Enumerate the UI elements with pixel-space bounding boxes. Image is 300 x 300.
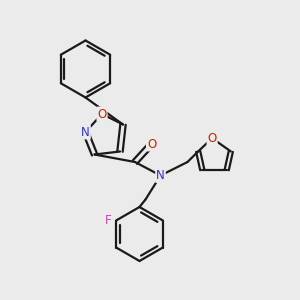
Text: F: F [104, 214, 111, 227]
Text: N: N [156, 169, 165, 182]
Text: O: O [147, 137, 156, 151]
Text: O: O [208, 132, 217, 145]
Text: N: N [81, 125, 90, 139]
Text: O: O [98, 107, 106, 121]
